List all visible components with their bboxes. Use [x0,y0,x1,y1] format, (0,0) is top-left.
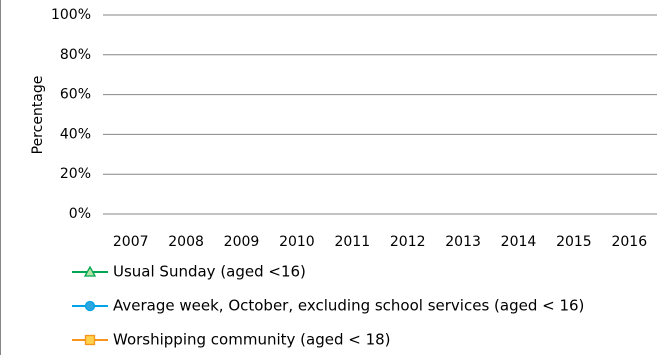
legend-label: Usual Sunday (aged <16) [113,263,306,281]
y-tick-label: 0% [69,206,91,222]
x-tick-label: 2014 [501,234,537,250]
x-tick-label: 2008 [168,234,204,250]
legend-label: Average week, October, excluding school … [113,297,584,315]
y-tick-label: 100% [51,7,91,23]
x-tick-label: 2009 [224,234,260,250]
marker [84,300,96,312]
x-tick-label: 2011 [334,234,370,250]
y-tick-label: 80% [60,47,91,63]
marker [83,265,97,277]
y-axis-label: Percentage [30,76,46,155]
legend-label: Worshipping community (aged < 18) [113,331,391,349]
marker [84,334,96,346]
x-tick-label: 2010 [279,234,315,250]
y-tick-label: 20% [60,166,91,182]
x-tick-label: 2007 [113,234,149,250]
x-tick-label: 2015 [556,234,592,250]
y-tick-label: 40% [60,126,91,142]
y-tick-label: 60% [60,87,91,103]
x-tick-label: 2013 [445,234,481,250]
x-tick-label: 2016 [611,234,647,250]
x-tick-label: 2012 [390,234,426,250]
